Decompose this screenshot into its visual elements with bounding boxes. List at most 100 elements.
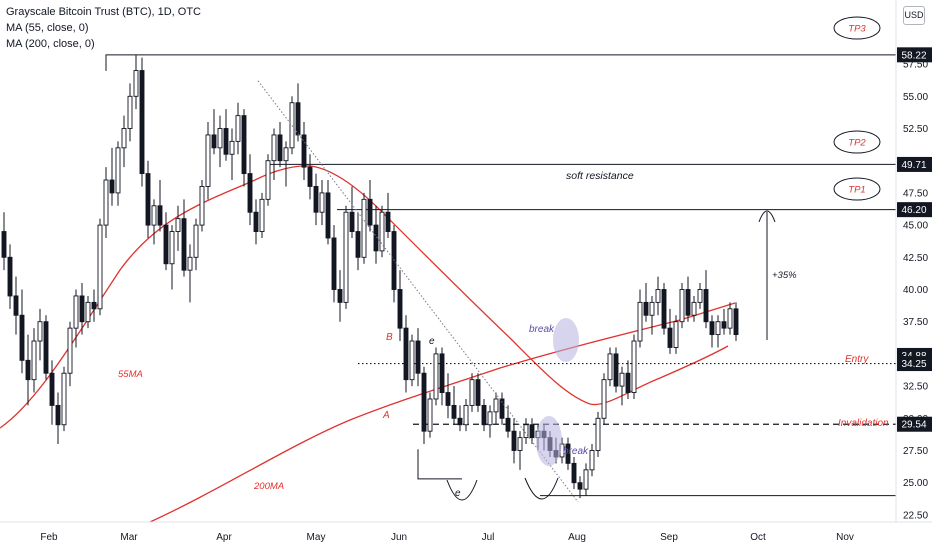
candle-body-up <box>673 321 679 348</box>
candle <box>517 431 523 470</box>
candle-body-up <box>361 198 367 258</box>
candle <box>247 154 253 226</box>
entry-price-label: 34.25 <box>901 359 926 370</box>
candle-body-down <box>373 224 379 252</box>
candle-body-up <box>601 379 607 419</box>
candle <box>19 289 25 374</box>
candle-body-down <box>241 115 247 175</box>
ma200-legend[interactable]: MA (200, close, 0) <box>6 38 95 50</box>
candle-body-down <box>325 192 331 239</box>
candle <box>115 141 121 206</box>
candle-body-up <box>31 340 37 381</box>
candle-body-down <box>49 372 55 406</box>
candle <box>361 192 367 264</box>
ma200-label: 200MA <box>253 481 284 492</box>
candle <box>505 405 511 438</box>
candle-body-down <box>277 134 283 162</box>
candle <box>385 192 391 238</box>
candle <box>457 405 463 432</box>
candle <box>337 270 343 322</box>
candle <box>439 347 445 406</box>
candle-body-up <box>487 411 493 426</box>
tp1-label: TP1 <box>848 185 865 196</box>
tp1-price-box <box>897 202 932 218</box>
candle-body-down <box>613 353 619 387</box>
candle <box>235 102 241 155</box>
candle-body-up <box>169 231 175 265</box>
candle <box>175 205 181 251</box>
candle-body-up <box>115 147 121 194</box>
candle-body-up <box>289 102 295 149</box>
candle <box>427 392 433 438</box>
time-tick-label: Apr <box>216 532 232 543</box>
candle <box>727 302 733 335</box>
candle-body-up <box>517 437 523 451</box>
candle-body-up <box>595 417 601 451</box>
candle <box>403 315 409 393</box>
candle-body-up <box>433 353 439 400</box>
candle <box>511 418 517 464</box>
candle <box>13 276 19 335</box>
candle <box>601 373 607 425</box>
candle <box>217 115 223 168</box>
price-tick-label: 55.00 <box>903 92 928 103</box>
candle-body-down <box>565 443 571 464</box>
candle-body-down <box>445 392 451 406</box>
candle-body-down <box>163 224 169 265</box>
candle-body-up <box>175 218 181 232</box>
candle-body-down <box>667 327 673 348</box>
price-tick-label: 45.00 <box>903 221 928 232</box>
candle-body-down <box>139 70 145 175</box>
candle <box>181 199 187 277</box>
candle-body-down <box>295 102 301 136</box>
candle <box>55 392 61 445</box>
candle-body-down <box>733 308 739 336</box>
candle-body-down <box>55 404 61 426</box>
price-tick-label: 57.50 <box>903 60 928 71</box>
candle-body-down <box>307 166 313 187</box>
candle <box>355 212 361 271</box>
candle-body-down <box>355 231 361 258</box>
candle <box>481 398 487 432</box>
candle-body-up <box>637 301 643 342</box>
candle <box>451 386 457 425</box>
candle-body-up <box>655 289 661 303</box>
e-label-top: e <box>429 336 435 347</box>
candle-body-up <box>463 404 469 426</box>
candle <box>103 167 109 238</box>
candle-body-down <box>385 211 391 232</box>
candle-body-down <box>643 301 649 316</box>
candle <box>583 463 589 496</box>
candle <box>223 109 229 161</box>
time-axis[interactable]: Feb Mar Apr May Jun Jul Aug Sep Oct Nov <box>40 532 854 543</box>
tp1-ellipse <box>833 177 881 201</box>
price-axis[interactable]: 22.5025.0027.5030.0032.5035.0037.5040.00… <box>897 47 932 521</box>
entry-price-box <box>897 356 932 372</box>
candle <box>649 295 655 335</box>
ma55-line <box>0 165 729 429</box>
candle-body-down <box>703 289 709 323</box>
candle-body-down <box>457 417 463 426</box>
candle <box>265 154 271 206</box>
candle-body-down <box>1 231 7 258</box>
candle-body-up <box>379 211 385 252</box>
candle <box>379 205 385 258</box>
currency-button[interactable]: USD <box>903 6 925 25</box>
candle <box>193 218 199 271</box>
candle <box>733 302 739 342</box>
candle-body-down <box>211 134 217 149</box>
candle <box>43 315 49 380</box>
candle-body-up <box>697 289 703 303</box>
tp2-label: TP2 <box>848 138 866 149</box>
price-tick-label: 32.50 <box>903 382 928 393</box>
candle-body-down <box>349 211 355 232</box>
candle <box>199 180 205 232</box>
candle <box>151 199 157 245</box>
candle-body-down <box>331 237 337 290</box>
candle <box>241 109 247 187</box>
ma55-legend[interactable]: MA (55, close, 0) <box>6 22 89 34</box>
price-tick-label: 27.50 <box>903 446 928 457</box>
candle-body-down <box>337 289 343 303</box>
